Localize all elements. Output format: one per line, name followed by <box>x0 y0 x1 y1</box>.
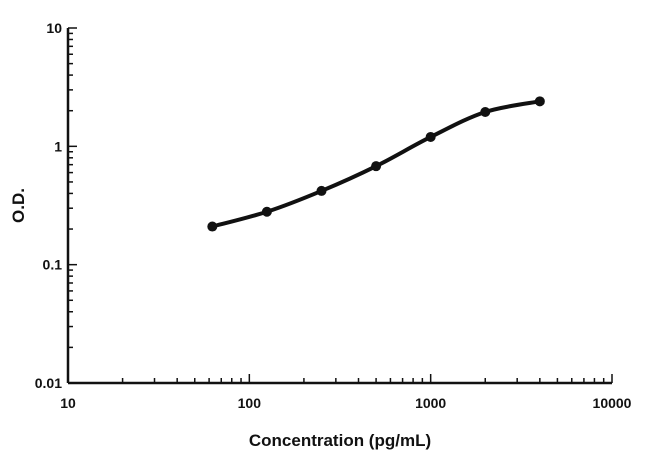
x-tick-label: 10000 <box>593 395 632 411</box>
x-tick-label: 100 <box>238 395 262 411</box>
chart-axes <box>66 28 612 385</box>
data-point <box>480 107 491 118</box>
y-tick-label: 10 <box>46 20 62 36</box>
chart-tick-labels: 10 100 1000 10000 0.01 0.1 1 10 <box>35 20 632 411</box>
x-axis-title: Concentration (pg/mL) <box>249 431 431 450</box>
y-tick-label: 0.01 <box>35 375 62 391</box>
data-point <box>316 185 327 196</box>
chart-ticks <box>67 27 613 384</box>
x-tick-label: 1000 <box>415 395 446 411</box>
data-point <box>207 221 218 232</box>
data-point <box>261 206 272 217</box>
y-tick-label: 0.1 <box>43 257 63 273</box>
y-tick-label: 1 <box>54 138 62 154</box>
x-tick-label: 10 <box>60 395 76 411</box>
data-point <box>534 96 545 107</box>
data-point <box>425 131 436 142</box>
chart-series <box>207 96 545 232</box>
data-point <box>371 161 382 172</box>
y-axis-title: O.D. <box>9 188 28 223</box>
